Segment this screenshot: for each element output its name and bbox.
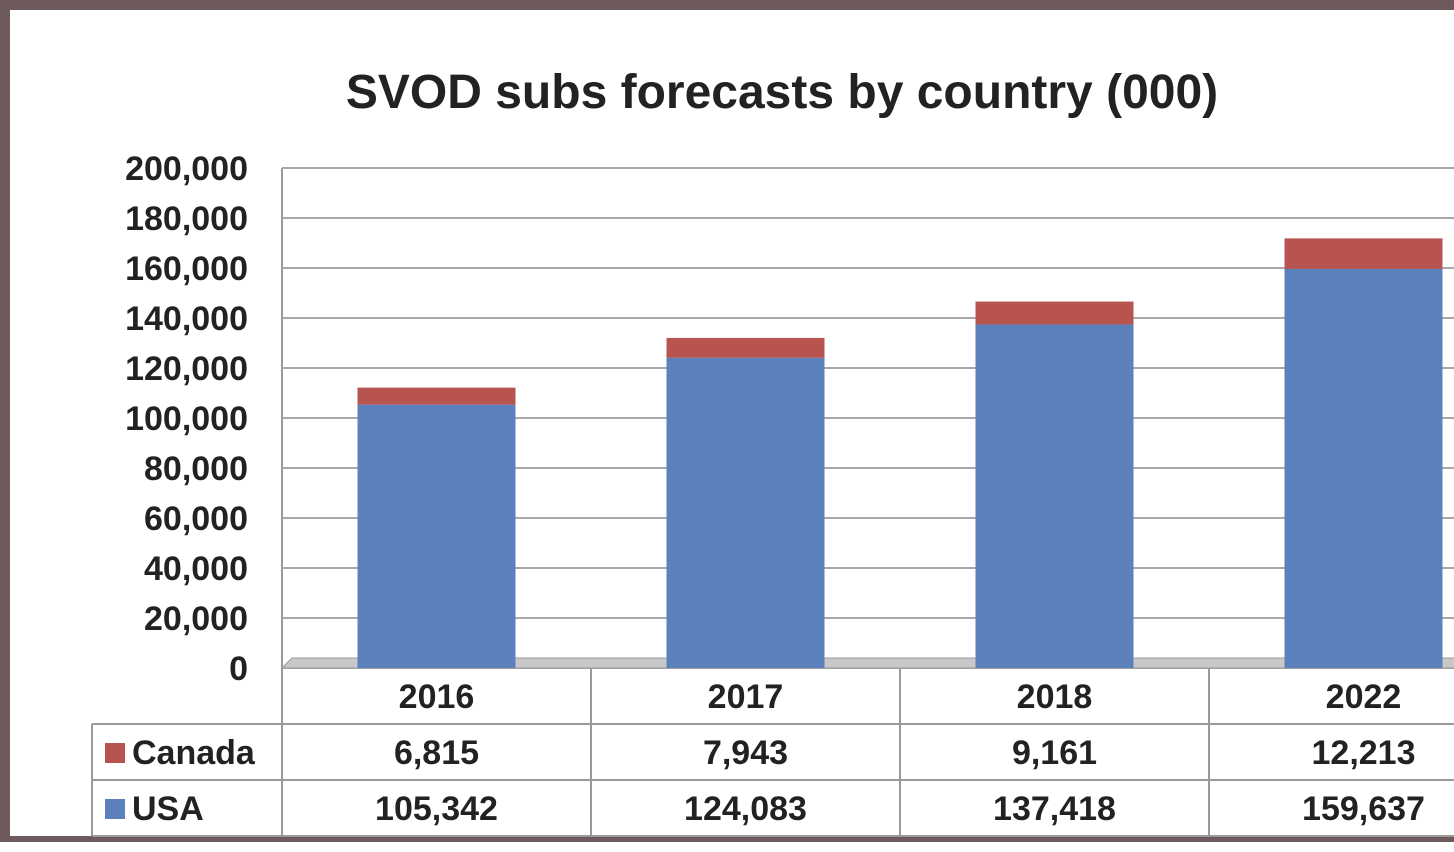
- x-tick-label: 2022: [1326, 678, 1402, 716]
- y-tick-label: 60,000: [144, 500, 248, 538]
- bar-canada-2017: [666, 337, 825, 358]
- bar-canada-2018: [975, 301, 1134, 325]
- y-tick-label: 20,000: [144, 600, 248, 638]
- data-label-usa: 105,342: [375, 790, 498, 828]
- x-tick-label: 2016: [399, 678, 475, 716]
- data-label-canada: 9,161: [1012, 734, 1097, 772]
- data-label-canada: 7,943: [703, 734, 788, 772]
- y-tick-label: 120,000: [125, 350, 248, 388]
- bar-usa-2017: [666, 357, 825, 668]
- y-tick-label: 100,000: [125, 400, 248, 438]
- bar-usa-2022: [1284, 268, 1443, 668]
- x-tick-label: 2018: [1017, 678, 1093, 716]
- chart-title: SVOD subs forecasts by country (000): [346, 66, 1218, 119]
- legend-label-usa: USA: [132, 790, 204, 828]
- data-label-canada: 6,815: [394, 734, 479, 772]
- legend-swatch-canada: [105, 743, 125, 763]
- y-tick-label: 160,000: [125, 250, 248, 288]
- data-table: 2016 2017 2018 2022 Canada 6,815 7,943 9,161 12,…: [91, 668, 1454, 837]
- bar-usa-2016: [357, 404, 516, 668]
- bar-canada-2022: [1284, 238, 1443, 269]
- bar-canada-2016: [357, 387, 516, 405]
- y-tick-label: 140,000: [125, 300, 248, 338]
- y-tick-label: 0: [229, 650, 248, 688]
- y-tick-label: 80,000: [144, 450, 248, 488]
- y-axis-ticks: 0 20,000 40,000 60,000 80,000 100,000 120,000 1…: [125, 150, 248, 688]
- data-label-usa: 159,637: [1302, 790, 1425, 828]
- chart-svg: SVOD subs forecasts by country (000) 020…: [91, 66, 1454, 837]
- bars: [357, 238, 1443, 668]
- data-label-usa: 137,418: [993, 790, 1116, 828]
- y-tick-label: 40,000: [144, 550, 248, 588]
- y-tick-label: 200,000: [125, 150, 248, 188]
- x-tick-label: 2017: [708, 678, 784, 716]
- legend-label-canada: Canada: [132, 734, 256, 772]
- y-tick-label: 180,000: [125, 200, 248, 238]
- legend-swatch-usa: [105, 799, 125, 819]
- data-label-canada: 12,213: [1312, 734, 1416, 772]
- bar-usa-2018: [975, 324, 1134, 668]
- data-label-usa: 124,083: [684, 790, 807, 828]
